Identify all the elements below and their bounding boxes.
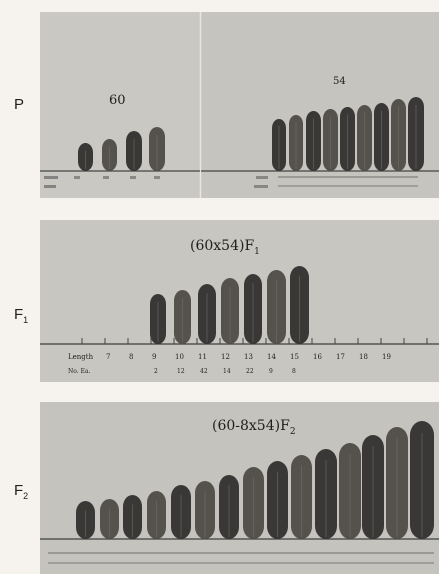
ruler-length-values: 7 8 9 10 11 12 13 14 15 16 17 18 19 <box>106 353 391 361</box>
ruler-number-value: 42 <box>200 368 208 375</box>
ruler-length-value: 16 <box>313 353 322 361</box>
photo-panel-f1: (60x54)F1 Length No. Ea. 7 8 9 10 11 12 13 14 15… <box>40 220 439 382</box>
caption-p-left: 60 <box>109 93 126 108</box>
ears-p <box>78 97 424 171</box>
ruler-length-label: Length <box>68 353 94 361</box>
ruler-length-value: 18 <box>359 353 368 361</box>
row-label-f2: F2 <box>14 482 29 501</box>
ruler-length-value: 17 <box>336 353 345 361</box>
photo-f1 <box>40 220 439 382</box>
ruler-length-value: 19 <box>382 353 391 361</box>
ruler-text-f2 <box>48 552 434 564</box>
ruler-number-value: 9 <box>269 368 273 375</box>
ruler-length-value: 14 <box>267 353 276 361</box>
ruler-length-value: 13 <box>244 353 253 361</box>
photo-panel-f2: (60-8x54)F2 <box>40 402 439 574</box>
ears-f2 <box>76 421 434 539</box>
ruler-number-value: 8 <box>292 368 296 375</box>
ruler-ticks-f1 <box>81 338 428 344</box>
ruler-length-value: 7 <box>106 353 110 361</box>
ruler-number-value: 22 <box>246 368 254 375</box>
ruler-length-value: 9 <box>152 353 156 361</box>
ears-f1 <box>150 266 309 344</box>
ruler-number-values: 2 12 42 14 22 9 8 <box>154 368 296 375</box>
caption-f2: (60-8x54)F2 <box>212 418 296 437</box>
ruler-length-value: 11 <box>198 353 207 361</box>
ruler-text-p <box>44 176 418 188</box>
photo-p-left <box>40 12 200 198</box>
ruler-length-value: 15 <box>290 353 299 361</box>
caption-f1: (60x54)F1 <box>190 238 260 257</box>
row-label-f1: F1 <box>14 306 29 325</box>
ruler-length-value: 10 <box>175 353 184 361</box>
ruler-number-value: 12 <box>177 368 185 375</box>
ruler-number-label: No. Ea. <box>68 368 91 375</box>
row-label-p: P <box>14 96 25 113</box>
ruler-number-value: 2 <box>154 368 158 375</box>
ruler-length-value: 12 <box>221 353 230 361</box>
photo-panel-p: 60 54 <box>40 12 439 198</box>
caption-p-right: 54 <box>333 76 346 87</box>
ruler-number-value: 14 <box>223 368 231 375</box>
ruler-length-value: 8 <box>129 353 133 361</box>
